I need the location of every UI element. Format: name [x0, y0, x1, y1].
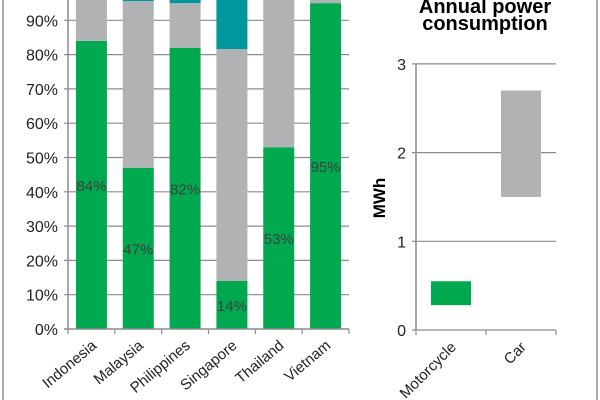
bar-segment — [216, 49, 248, 281]
y-tick-label: 70% — [26, 82, 58, 99]
bar-segment — [169, 0, 201, 4]
chart-title-line: consumption — [422, 13, 548, 35]
bar-segment — [169, 47, 201, 330]
x-tick-label: Vietnam — [281, 337, 334, 385]
x-tick-label: Thailand — [232, 337, 287, 387]
bar-segment — [310, 3, 342, 330]
bar-segment — [75, 40, 107, 329]
range-bar — [431, 281, 471, 306]
data-label: 82% — [170, 181, 200, 198]
data-label: 53% — [264, 231, 294, 248]
bar-segment — [122, 1, 154, 168]
y-tick-label: 40% — [26, 185, 58, 202]
data-label: 84% — [76, 178, 106, 195]
x-tick-label: Indonesia — [39, 337, 100, 392]
bar-segment — [75, 0, 107, 41]
share-stacked-bar-chart: 0% 10% 20% 30% 40% 50% 60% 70% 80% 90% 84% Indonesi… — [26, 0, 350, 397]
y-tick-label: 90% — [26, 13, 58, 30]
y-tick-label: 0 — [397, 323, 406, 340]
bar-segment — [263, 0, 295, 148]
y-tick-label: 60% — [26, 116, 58, 133]
chart-title-line: Annual power — [419, 0, 551, 18]
bar-segment — [216, 0, 248, 50]
x-tick-label: Car — [501, 339, 530, 368]
x-tick-label: Motorcycle — [397, 339, 460, 400]
y-tick-label: 30% — [26, 219, 58, 236]
y-tick-label: 2 — [397, 146, 406, 163]
y-tick-label: 0% — [35, 322, 58, 339]
y-tick-label: 50% — [26, 151, 58, 168]
bar-segment — [122, 167, 154, 329]
y-tick-label: 20% — [26, 253, 58, 270]
bar-segment — [310, 0, 342, 4]
data-label: 47% — [123, 241, 153, 258]
bar-segment — [122, 0, 154, 2]
y-tick-label: 10% — [26, 288, 58, 305]
data-label: 95% — [311, 159, 341, 176]
power-consumption-chart: Annual power consumption MWh 0 1 2 3 Motorcy… — [370, 0, 557, 400]
data-label: 14% — [217, 298, 247, 315]
y-axis-label: MWh — [370, 178, 389, 219]
bar-segment — [169, 3, 201, 48]
y-tick-label: 1 — [397, 234, 406, 251]
y-tick-label: 3 — [397, 57, 406, 74]
bar-segment — [216, 280, 248, 329]
bar-segment — [263, 147, 295, 329]
range-bar — [501, 90, 541, 197]
y-tick-label: 80% — [26, 48, 58, 65]
